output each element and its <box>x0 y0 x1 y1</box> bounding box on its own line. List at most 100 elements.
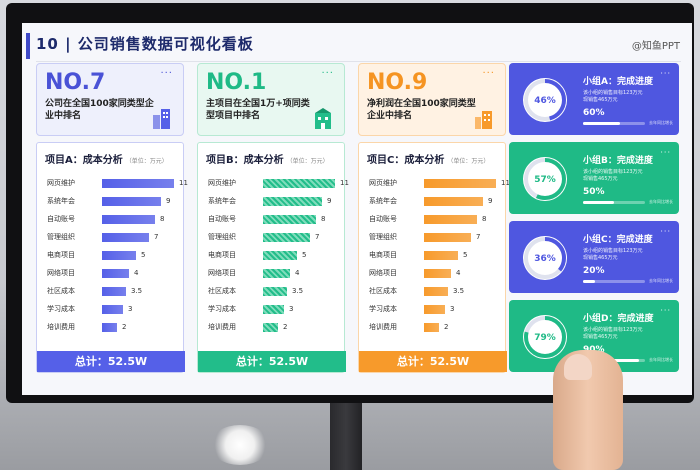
bar-value: 9 <box>488 197 493 205</box>
bar-row: 社区成本 3.5 <box>202 285 342 297</box>
bar-value: 11 <box>340 179 349 187</box>
bar-value: 8 <box>321 215 326 223</box>
progress-ring: 57% <box>523 157 567 201</box>
group-title: 小组C：完成进度 <box>583 235 653 245</box>
bar-row: 网页维护 11 <box>41 177 188 189</box>
bar-label: 电商项目 <box>369 251 397 259</box>
bar-value: 4 <box>134 269 139 277</box>
bar <box>424 233 471 242</box>
dashboard-screen: 10 | 公司销售数据可视化看板 @知鱼PPT ··· NO.7 公司在全国10… <box>22 23 692 395</box>
more-icon[interactable]: ··· <box>482 68 495 79</box>
stat-card-profit-rank[interactable]: ··· NO.9 净利润在全国100家同类型企业中排名 <box>358 63 506 136</box>
more-icon[interactable]: ··· <box>160 68 173 79</box>
monitor: 10 | 公司销售数据可视化看板 @知鱼PPT ··· NO.7 公司在全国10… <box>6 3 694 403</box>
bar-value: 5 <box>141 251 146 259</box>
bar <box>102 233 149 242</box>
bar <box>263 233 310 242</box>
bar <box>424 305 445 314</box>
group-progress-card-b[interactable]: ··· 57% 小组B：完成进度 该小组的销售目标123万元 现销售465万元 50% 去年… <box>509 142 679 214</box>
stat-card-project-rank[interactable]: ··· NO.1 主项目在全国1万+项同类型项目中排名 <box>197 63 345 136</box>
bar-label: 网络项目 <box>369 269 397 277</box>
monitor-stand <box>330 403 362 470</box>
bar-row: 管理组织 7 <box>202 231 342 243</box>
bar <box>424 287 448 296</box>
progress-bar-fill <box>583 122 621 125</box>
more-icon[interactable]: ··· <box>660 306 671 315</box>
bar-row: 培训费用 2 <box>41 321 181 333</box>
bar-value: 4 <box>295 269 300 277</box>
bar <box>263 287 287 296</box>
total-label: 总计：52.5W <box>359 351 507 372</box>
ring-percent: 57% <box>534 175 556 185</box>
stat-card-company-rank[interactable]: ··· NO.7 公司在全国100家同类型企业中排名 <box>36 63 184 136</box>
progress-ring: 36% <box>523 236 567 280</box>
bar-value: 3 <box>289 305 294 313</box>
bar-label: 学习成本 <box>47 305 75 313</box>
bar-value: 7 <box>154 233 159 241</box>
bar <box>102 251 136 260</box>
header-divider <box>36 61 681 62</box>
bar <box>424 197 483 206</box>
card-title: 项目C：成本分析 （单位：万元） <box>367 155 490 166</box>
bar-row: 网页维护 11 <box>202 177 349 189</box>
bar-label: 网络项目 <box>208 269 236 277</box>
bar-value: 8 <box>482 215 487 223</box>
bar-label: 电商项目 <box>208 251 236 259</box>
bar-value: 5 <box>302 251 307 259</box>
bar-row: 学习成本 3 <box>41 303 181 315</box>
bar-row: 自动账号 8 <box>202 213 342 225</box>
bar-row: 管理组织 7 <box>363 231 503 243</box>
more-icon[interactable]: ··· <box>660 227 671 236</box>
bar <box>102 287 126 296</box>
bar-row: 网络项目 4 <box>363 267 503 279</box>
bar-value: 4 <box>456 269 461 277</box>
card-title: 项目B：成本分析 （单位：万元） <box>206 155 329 166</box>
rank-value: NO.7 <box>45 70 106 95</box>
progress-bar <box>583 280 645 283</box>
bar <box>102 197 161 206</box>
bar <box>424 251 458 260</box>
growth-note: 去年同比增长 <box>649 199 673 204</box>
bar-value: 11 <box>501 179 510 187</box>
bar-label: 系统年会 <box>47 197 75 205</box>
progress-bar <box>583 201 645 204</box>
more-icon[interactable]: ··· <box>660 69 671 78</box>
more-icon[interactable]: ··· <box>321 68 334 79</box>
progress-ring: 79% <box>523 315 567 359</box>
bar-row: 系统年会 9 <box>202 195 342 207</box>
bar-value: 8 <box>160 215 165 223</box>
bar-value: 9 <box>166 197 171 205</box>
progress-value: 20% <box>583 266 605 276</box>
cost-analysis-card-c: 项目C：成本分析 （单位：万元） 网页维护 11 系统年会 9 自动账号 8 管理组织 7 电商项… <box>358 142 510 373</box>
group-target: 该小组的销售目标123万元 <box>583 248 643 254</box>
rank-value: NO.1 <box>206 70 267 95</box>
bar-value: 5 <box>463 251 468 259</box>
bar <box>263 179 335 188</box>
bar <box>424 215 477 224</box>
bar-value: 11 <box>179 179 188 187</box>
growth-note: 去年同比增长 <box>649 120 673 125</box>
bar-row: 电商项目 5 <box>363 249 503 261</box>
unit-label: （单位：万元） <box>447 158 490 165</box>
unit-label: （单位：万元） <box>125 158 168 165</box>
bar-row: 网页维护 11 <box>363 177 510 189</box>
group-progress-card-c[interactable]: ··· 36% 小组C：完成进度 该小组的销售目标123万元 现销售465万元 20% 去年… <box>509 221 679 293</box>
total-label: 总计：52.5W <box>37 351 185 372</box>
bar <box>102 215 155 224</box>
bar <box>263 269 290 278</box>
bar-label: 社区成本 <box>47 287 75 295</box>
group-sales: 现销售465万元 <box>583 255 618 261</box>
lamp-glow <box>210 425 270 465</box>
bar-label: 社区成本 <box>208 287 236 295</box>
bar-label: 学习成本 <box>369 305 397 313</box>
bar-value: 9 <box>327 197 332 205</box>
bar-value: 7 <box>476 233 481 241</box>
bar-value: 2 <box>444 323 449 331</box>
bar-label: 学习成本 <box>208 305 236 313</box>
group-progress-card-a[interactable]: ··· 46% 小组A：完成进度 该小组的销售目标123万元 现销售465万元 60% 去年… <box>509 63 679 135</box>
more-icon[interactable]: ··· <box>660 148 671 157</box>
bar-row: 学习成本 3 <box>202 303 342 315</box>
cost-analysis-card-b: 项目B：成本分析 （单位：万元） 网页维护 11 系统年会 9 自动账号 8 管理组织 7 电商项… <box>197 142 349 373</box>
bar-label: 自动账号 <box>47 215 75 223</box>
progress-bar <box>583 122 645 125</box>
